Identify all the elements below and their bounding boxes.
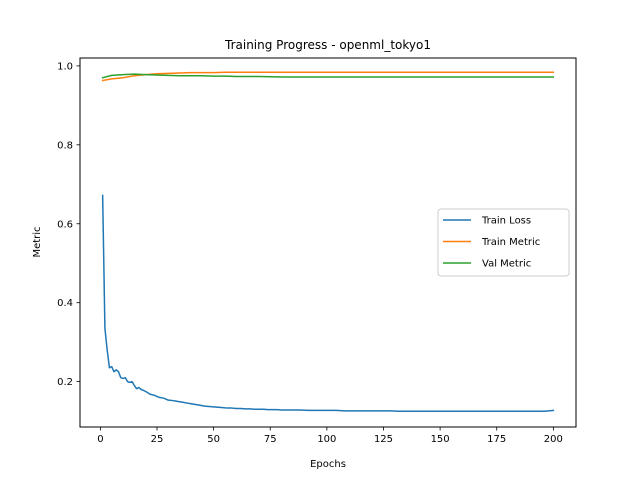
axes-frame [79, 57, 577, 428]
x-tick-label-3: 75 [264, 434, 277, 445]
y-tick-label-0: 0.2 [57, 377, 73, 388]
x-tick-label-1: 25 [151, 434, 164, 445]
x-tick-label-2: 50 [207, 434, 220, 445]
x-tick-label-6: 150 [431, 434, 450, 445]
legend-label-2: Val Metric [482, 259, 531, 270]
x-tick-label-8: 200 [544, 434, 563, 445]
x-axis-label: Epochs [310, 459, 346, 470]
legend: Train Loss Train Metric Val Metric [437, 208, 570, 277]
x-tick-label-7: 175 [487, 434, 506, 445]
x-tick-label-4: 100 [317, 434, 336, 445]
x-tick-label-0: 0 [97, 434, 103, 445]
chart-title: Training Progress - openml_tokyo1 [224, 38, 431, 52]
y-tick-label-2: 0.6 [57, 219, 73, 230]
plot-area [79, 57, 577, 428]
y-tick-label-4: 1.0 [57, 61, 73, 72]
x-tick-label-5: 125 [374, 434, 393, 445]
legend-entries: Train Loss Train Metric Val Metric [443, 216, 540, 270]
x-axis-ticks: 0 25 50 75 100 125 150 175 200 [97, 427, 563, 445]
series-line-2 [101, 73, 555, 79]
y-tick-label-1: 0.4 [57, 298, 73, 309]
legend-frame [437, 208, 570, 277]
y-axis-label: Metric [32, 226, 43, 257]
series-lines [101, 71, 555, 412]
series-line-0 [101, 194, 555, 412]
y-axis-ticks: 0.2 0.4 0.6 0.8 1.0 [57, 61, 80, 388]
legend-label-1: Train Metric [481, 237, 540, 248]
legend-label-0: Train Loss [481, 216, 531, 227]
y-tick-label-3: 0.8 [57, 140, 73, 151]
